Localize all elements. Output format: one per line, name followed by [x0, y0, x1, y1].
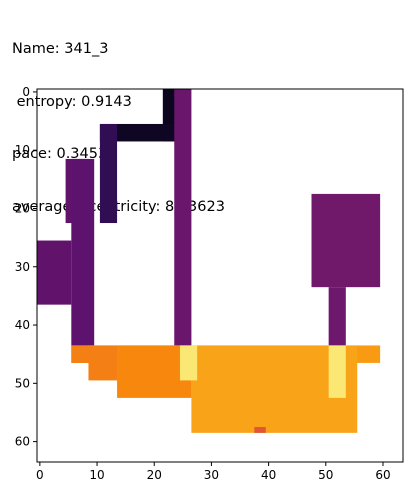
heatmap-region-7	[311, 193, 381, 288]
y-tick-label: 30	[15, 260, 30, 274]
heatmap-region-4	[71, 158, 95, 346]
heatmap-region-15	[328, 345, 346, 398]
x-tick-label: 50	[318, 468, 333, 482]
y-tick-label: 50	[15, 376, 30, 390]
title-line-pace: pace: 0.3453	[12, 146, 108, 162]
title-line-entropy: entropy: 0.9143	[12, 93, 132, 110]
y-tick-label: 40	[15, 318, 30, 332]
heatmap-region-5	[37, 240, 72, 305]
y-tick-label: 10	[15, 143, 30, 157]
heatmap-region-12	[117, 345, 192, 398]
heatmap-region-14	[179, 345, 198, 381]
x-tick-label: 20	[147, 468, 162, 482]
heatmap-region-1	[99, 123, 180, 142]
x-tick-label: 0	[36, 468, 44, 482]
x-tick-label: 10	[89, 468, 104, 482]
axes-frame	[36, 88, 404, 463]
y-axis: 0 10 20 30 40 50 60	[15, 85, 37, 449]
heatmap-region-16	[254, 427, 266, 433]
heatmap-region-8	[328, 287, 346, 346]
x-axis: 0 10 20 30 40 50 60	[36, 462, 391, 482]
heatmap-region-2	[99, 123, 118, 224]
x-tick-label: 30	[204, 468, 219, 482]
x-tick-label: 60	[375, 468, 390, 482]
y-tick-label: 20	[15, 201, 30, 215]
y-tick-label: 60	[15, 435, 30, 449]
y-tick-label: 0	[22, 85, 30, 99]
title-line-name: Name: 341_3	[12, 41, 109, 57]
x-tick-label: 40	[261, 468, 276, 482]
heatmap-cells	[37, 89, 381, 433]
heatmap-region-6	[174, 89, 192, 346]
